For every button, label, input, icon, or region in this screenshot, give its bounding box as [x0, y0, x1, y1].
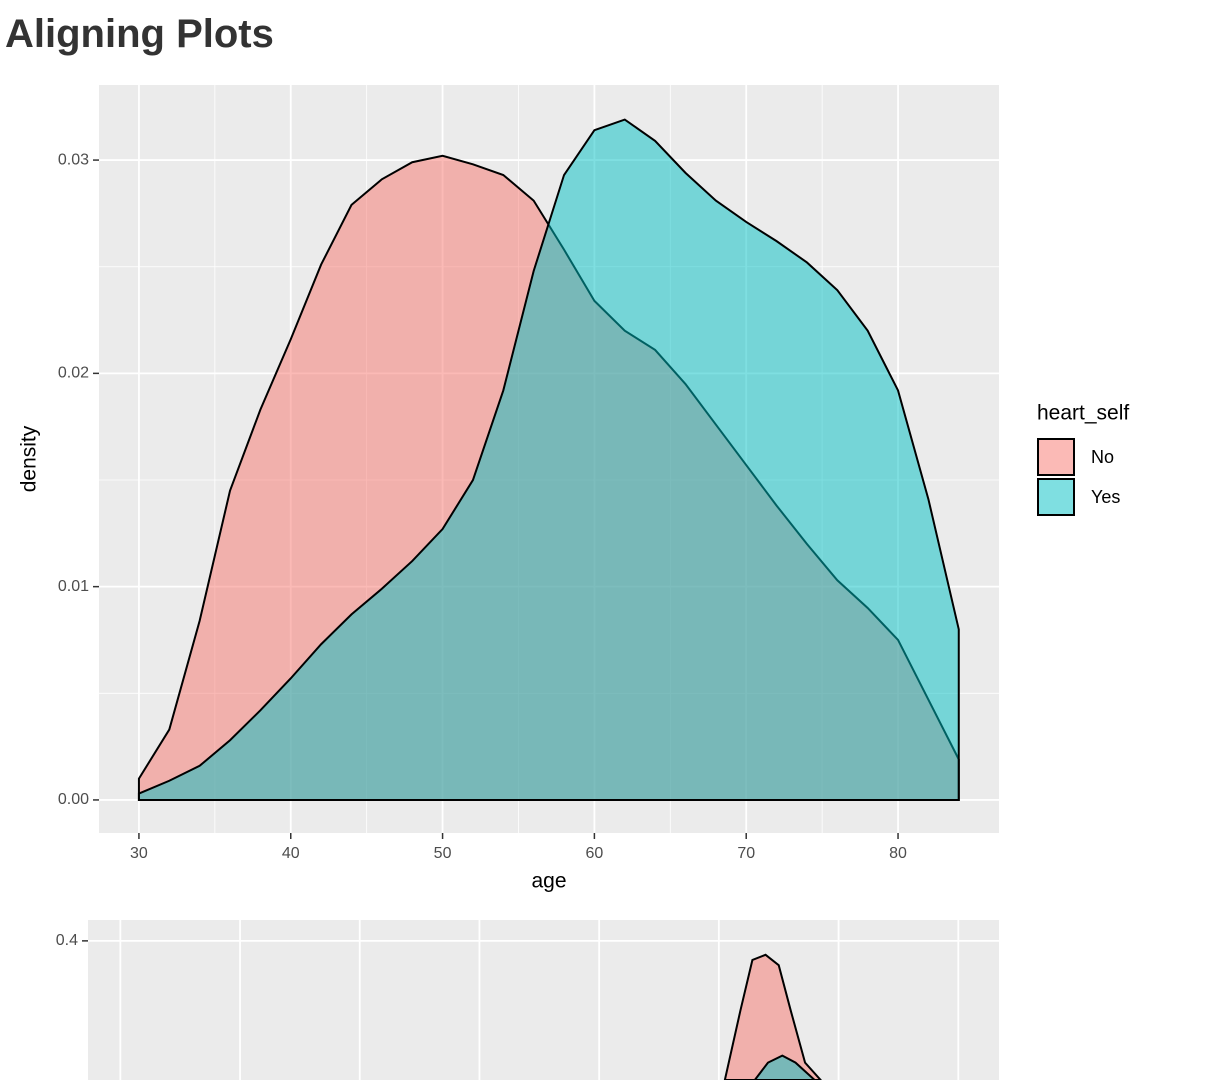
panel-background — [88, 920, 999, 1080]
x-axis-title: age — [531, 870, 566, 893]
y-axis-title: density — [18, 425, 41, 492]
legend-title: heart_self — [1037, 402, 1129, 425]
y-tick-label: 0.00 — [58, 791, 89, 808]
plot-area — [88, 920, 999, 1080]
density-area — [723, 953, 822, 1080]
legend-key — [1037, 478, 1075, 516]
x-tick-label: 40 — [282, 845, 300, 862]
y-tick-label: 0.01 — [58, 578, 89, 595]
legend-label: No — [1091, 447, 1114, 467]
x-tick-label: 70 — [737, 845, 755, 862]
density-area — [137, 118, 960, 801]
legend-label: Yes — [1091, 487, 1120, 507]
legend-key — [1037, 438, 1075, 476]
density-area — [753, 1054, 817, 1080]
x-tick-label: 30 — [130, 845, 148, 862]
y-tick-label: 0.03 — [58, 151, 89, 168]
y-tick-label: 0.02 — [58, 365, 89, 382]
y-tick-label: 0.4 — [56, 932, 78, 949]
x-tick-label: 80 — [889, 845, 907, 862]
chart: 0.00 0.01 0.02 0.03 30 40 50 60 70 80 age density he… — [18, 85, 1129, 893]
x-tick-label: 50 — [434, 845, 452, 862]
x-tick-label: 60 — [585, 845, 603, 862]
page-title: Aligning Plots — [5, 12, 274, 56]
chart: 0.4 — [56, 920, 999, 1080]
plot-area — [99, 85, 999, 833]
